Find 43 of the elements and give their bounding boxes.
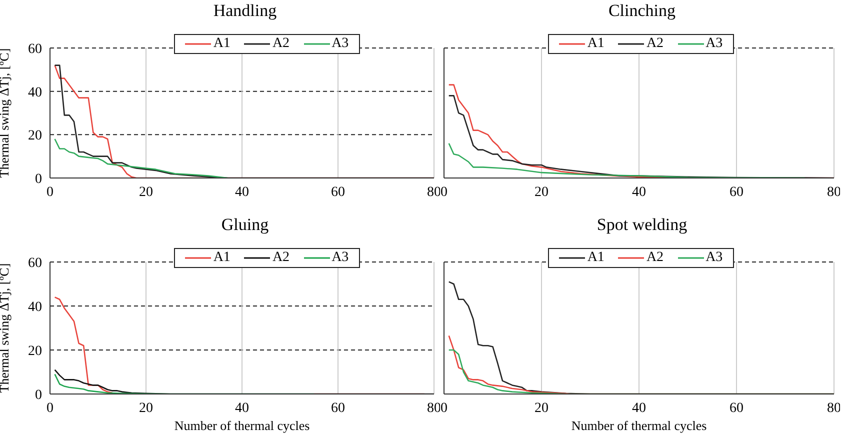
legend-label: A2 [272, 250, 290, 265]
legend-label: A3 [706, 36, 723, 51]
x-tick-label: 0 [440, 400, 448, 416]
legend-label: A2 [272, 36, 290, 51]
x-tick-label: 20 [534, 184, 548, 200]
x-tick-label: 20 [139, 400, 153, 416]
x-tick-label: 60 [331, 400, 345, 416]
x-tick-label: 0 [46, 184, 54, 200]
chart-title: Spot welding [596, 214, 688, 236]
chart-title: Gluing [220, 214, 270, 236]
x-tick-label: 40 [235, 184, 249, 200]
x-tick-label: 60 [331, 184, 345, 200]
y-tick-label: 0 [35, 388, 42, 403]
x-tick-label: 40 [632, 184, 646, 200]
legend-label: A1 [587, 250, 604, 265]
chart-title: Handling [212, 0, 278, 22]
legend-label: A3 [332, 36, 349, 51]
line-series [54, 138, 228, 178]
legend-label: A1 [213, 250, 230, 265]
x-axis-title: Number of thermal cycles [174, 418, 310, 433]
x-tick-label: 0 [440, 184, 448, 200]
legend-label: A3 [332, 250, 349, 265]
y-tick-label: 20 [28, 344, 42, 359]
y-tick-label: 0 [35, 172, 42, 187]
y-tick-label: 60 [28, 42, 42, 57]
legend-label: A3 [706, 250, 723, 265]
legend-label: A1 [587, 36, 604, 51]
x-tick-label: 20 [534, 400, 548, 416]
x-tick-label: 0 [46, 400, 54, 416]
x-tick-label: 40 [632, 400, 646, 416]
legend-label: A2 [646, 36, 664, 51]
y-tick-label: 60 [28, 256, 42, 271]
x-tick-label: 20 [139, 184, 153, 200]
x-tick-label: 60 [730, 400, 744, 416]
x-axis-title: Number of thermal cycles [571, 418, 707, 433]
y-tick-label: 20 [28, 128, 42, 144]
y-tick-label: 40 [28, 300, 42, 315]
legend-label: A1 [213, 36, 230, 51]
x-tick-label: 60 [730, 184, 744, 200]
y-tick-label: 40 [28, 85, 42, 100]
x-tick-label: 40 [235, 400, 249, 416]
chart-title: Clinching [607, 0, 677, 22]
legend-label: A2 [646, 250, 664, 265]
